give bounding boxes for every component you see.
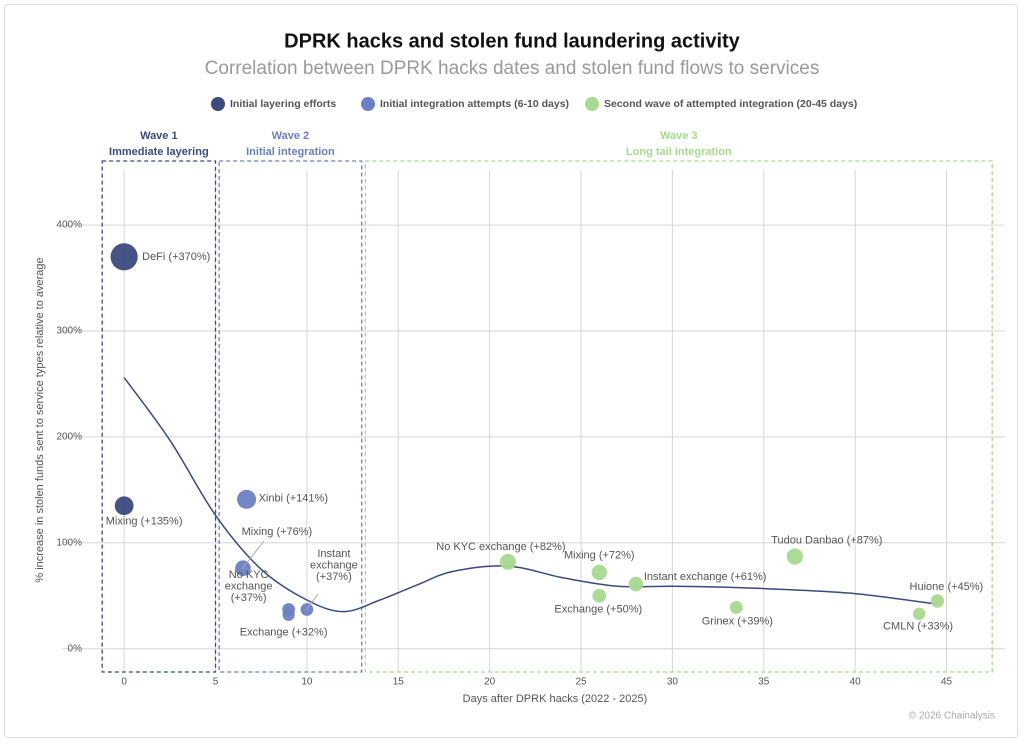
x-tick-label: 20 (484, 677, 496, 688)
bubble (786, 548, 803, 565)
y-tick-label: 0% (68, 643, 83, 654)
x-tick-label: 10 (301, 677, 313, 688)
bubble (282, 608, 295, 621)
bubble (237, 489, 257, 509)
data-label: Exchange (+50%) (554, 604, 642, 616)
data-label: Mixing (+72%) (564, 549, 635, 561)
data-label: Xinbi (+141%) (259, 492, 328, 504)
wave-subtitle: Long tail integration (626, 146, 732, 158)
data-label: CMLN (+33%) (883, 621, 953, 633)
x-tick-label: 0 (121, 677, 127, 688)
data-label: exchange (225, 580, 273, 592)
data-label: Huione (+45%) (910, 581, 984, 593)
data-label: No KYC (229, 569, 269, 581)
x-tick-label: 5 (213, 677, 219, 688)
legend-swatch (211, 97, 225, 111)
wave-subtitle: Initial integration (246, 146, 335, 158)
wave-title: Wave 3 (660, 130, 698, 142)
bubble (912, 607, 926, 620)
y-tick-label: 200% (56, 432, 82, 443)
bubble (628, 576, 644, 592)
wave-box (364, 160, 993, 673)
x-tick-label: 25 (575, 677, 587, 688)
chart-subtitle: Correlation between DPRK hacks dates and… (205, 58, 820, 79)
data-label: No KYC exchange (+82%) (436, 541, 565, 553)
legend-label: Initial integration attempts (6-10 days) (380, 98, 569, 110)
data-label: Mixing (+76%) (242, 526, 313, 538)
x-tick-label: 35 (758, 677, 770, 688)
x-tick-label: 30 (667, 677, 679, 688)
y-tick-label: 300% (56, 326, 82, 337)
bubble (114, 496, 134, 516)
data-label: exchange (310, 559, 358, 571)
data-label: Grinex (+39%) (702, 615, 773, 627)
chart-title: DPRK hacks and stolen fund laundering ac… (284, 30, 741, 52)
legend-swatch (585, 97, 599, 111)
data-label: Mixing (+135%) (106, 516, 183, 528)
x-axis-title: Days after DPRK hacks (2022 - 2025) (463, 693, 648, 705)
bubble (592, 588, 607, 603)
wave-title: Wave 2 (272, 130, 310, 142)
data-label: Instant (317, 548, 350, 560)
y-tick-label: 100% (56, 537, 82, 548)
legend-label: Initial layering efforts (230, 98, 336, 110)
data-label: DeFi (+370%) (142, 251, 210, 263)
legend-label: Second wave of attempted integration (20… (604, 98, 857, 110)
x-tick-label: 15 (393, 677, 405, 688)
x-tick-label: 40 (850, 677, 862, 688)
data-label: (+37%) (316, 571, 352, 583)
bubble (591, 564, 607, 581)
data-label: Instant exchange (+61%) (644, 571, 767, 583)
leader-line (305, 593, 319, 611)
wave-box (101, 160, 217, 673)
data-label: (+37%) (231, 592, 267, 604)
data-label: Exchange (+32%) (240, 627, 328, 639)
bubble (110, 243, 138, 271)
bubble (729, 600, 743, 614)
card (4, 4, 1018, 738)
bubble (499, 553, 516, 570)
trend-line (123, 377, 938, 613)
legend-swatch (361, 97, 375, 111)
wave-title: Wave 1 (140, 130, 178, 142)
leader-line (241, 540, 265, 570)
bubble (930, 594, 945, 608)
wave-box (218, 160, 363, 673)
y-axis-title: % increase in stolen funds sent to servi… (34, 257, 46, 582)
wave-subtitle: Immediate layering (109, 146, 209, 158)
credit: © 2026 Chainalysis (909, 711, 995, 722)
x-tick-label: 45 (941, 677, 953, 688)
y-tick-label: 400% (56, 220, 82, 231)
data-label: Tudou Danbao (+87%) (771, 534, 882, 546)
